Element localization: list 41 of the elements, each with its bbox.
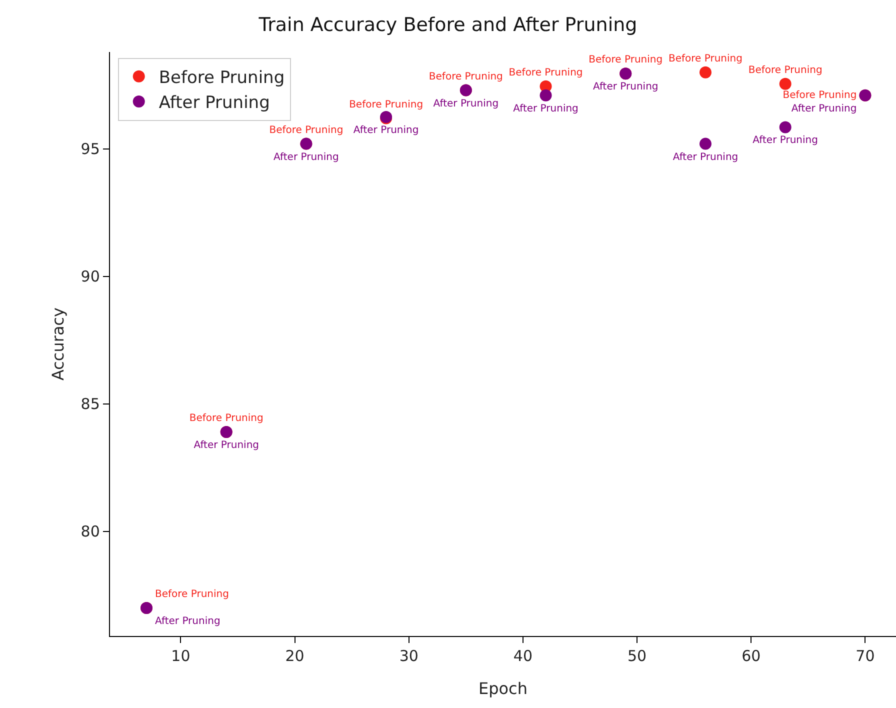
x-tick-label: 60 [742,647,761,666]
chart-title: Train Accuracy Before and After Pruning [258,14,638,36]
x-tick-label: 20 [285,647,304,666]
legend-label: After Pruning [158,93,270,114]
data-label: Before Pruning [588,54,663,66]
data-label: After Pruning [433,98,499,110]
data-label: After Pruning [353,125,419,136]
x-tick-label: 40 [513,647,533,666]
legend-label: Before Pruning [158,68,285,88]
data-label: After Pruning [155,616,220,627]
data-label: After Pruning [752,135,818,146]
point [699,66,712,78]
data-label: After Pruning [592,82,658,93]
data-label: Before Pruning [428,71,503,82]
x-tick-label: 70 [856,647,875,666]
data-label: Before Pruning [269,124,344,136]
data-label: Before Pruning [349,99,424,110]
point [779,78,792,90]
x-tick-label: 50 [627,647,647,666]
data-label: Before Pruning [748,64,822,76]
x-tick-label: 30 [399,647,418,666]
point [699,138,712,150]
y-tick-label: 95 [80,140,100,158]
data-label: After Pruning [791,103,857,114]
data-label: Before Pruning [668,53,742,64]
data-label: After Pruning [274,152,339,163]
data-label: After Pruning [672,152,738,163]
y-axis-title: Accuracy [48,307,68,381]
y-tick-label: 85 [80,395,100,414]
x-axis-title: Epoch [478,679,528,698]
point [540,89,552,102]
y-tick-label: 80 [80,522,100,541]
data-label: Before Pruning [189,412,264,424]
y-tick-label: 90 [80,268,100,286]
data-label: Before Pruning [155,588,229,600]
x-tick-label: 10 [171,647,190,666]
data-label: After Pruning [513,103,578,114]
point [779,121,792,134]
data-label: Before Pruning [782,90,857,101]
data-label: After Pruning [194,440,260,451]
data-label: Before Pruning [508,67,583,78]
